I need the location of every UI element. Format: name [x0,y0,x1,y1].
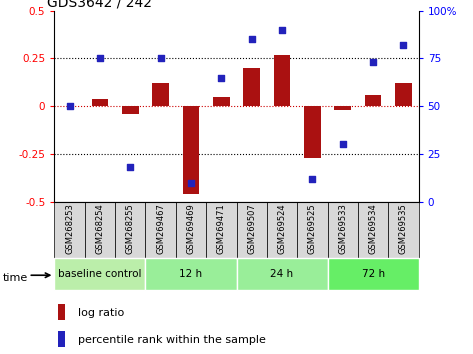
Text: GSM269524: GSM269524 [278,204,287,254]
Bar [54,202,85,258]
Text: baseline control: baseline control [58,269,142,279]
Bar [183,106,199,194]
Bar [115,202,146,258]
Text: GDS3642 / 242: GDS3642 / 242 [47,0,152,10]
Bar [267,202,297,258]
Bar [358,202,388,258]
Bar [388,202,419,258]
Text: GSM269507: GSM269507 [247,204,256,254]
Text: 24 h: 24 h [271,269,294,279]
Bar [152,83,169,106]
Text: GSM269469: GSM269469 [186,204,195,254]
Text: 12 h: 12 h [179,269,202,279]
Point [66,103,73,109]
Point [126,165,134,170]
Point [278,27,286,33]
Point [308,176,316,182]
Bar [213,97,230,106]
Bar [236,202,267,258]
Bar [274,55,290,106]
Bar [243,68,260,106]
Point [187,180,195,185]
Bar [122,106,139,114]
Bar [92,98,108,106]
Bar [206,202,236,258]
Bar [395,83,412,106]
Point [96,56,104,61]
Bar [176,202,206,258]
Text: GSM269534: GSM269534 [368,204,377,254]
Bar [145,258,236,290]
Bar [54,258,146,290]
Text: GSM269535: GSM269535 [399,204,408,254]
Bar [327,258,419,290]
Text: GSM268254: GSM268254 [96,204,105,254]
Bar [334,106,351,110]
Bar [236,258,327,290]
Text: percentile rank within the sample: percentile rank within the sample [78,335,266,345]
Text: time: time [2,273,27,283]
Text: GSM269533: GSM269533 [338,204,347,255]
Text: 72 h: 72 h [361,269,385,279]
Bar [58,331,65,347]
Bar [365,95,381,106]
Text: GSM269467: GSM269467 [156,204,165,255]
Bar [58,304,65,320]
Bar [304,106,321,158]
Text: GSM268255: GSM268255 [126,204,135,254]
Point [157,56,165,61]
Bar [145,202,176,258]
Bar [85,202,115,258]
Point [400,42,407,48]
Text: log ratio: log ratio [78,308,124,318]
Point [339,142,347,147]
Point [218,75,225,80]
Text: GSM268253: GSM268253 [65,204,74,255]
Point [248,36,255,42]
Text: GSM269471: GSM269471 [217,204,226,254]
Bar [297,202,327,258]
Point [369,59,377,65]
Bar [327,202,358,258]
Text: GSM269525: GSM269525 [308,204,317,254]
